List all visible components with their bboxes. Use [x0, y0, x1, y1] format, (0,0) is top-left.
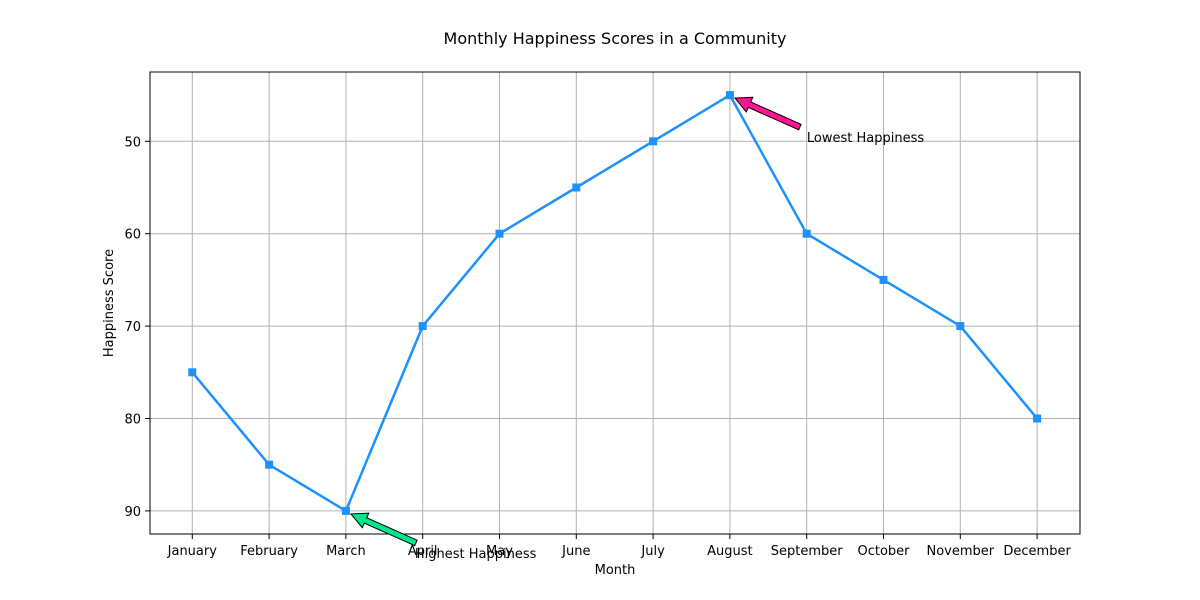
y-axis: 50 60 70 80 90: [124, 135, 150, 520]
x-tick-label-september: September: [771, 544, 844, 559]
x-tick-label-july: July: [640, 544, 665, 559]
data-point-april: [418, 322, 427, 331]
data-point-october: [879, 275, 888, 284]
data-point-may: [495, 229, 504, 238]
chart-title: Monthly Happiness Scores in a Community: [444, 29, 787, 48]
x-tick-label-august: August: [707, 544, 753, 559]
x-axis-label: Month: [595, 563, 636, 578]
x-tick-label-february: February: [240, 544, 298, 559]
plot-frame: [149, 71, 1081, 535]
y-tick-label-80: 80: [124, 413, 141, 428]
x-tick-label-october: October: [857, 544, 910, 559]
annotations-layer: Highest Happiness Lowest Happiness: [349, 96, 924, 562]
annotation-arrow-highest-happiness: [349, 512, 418, 547]
y-tick-label-60: 60: [124, 228, 141, 243]
annotation-lowest-happiness: Lowest Happiness: [807, 131, 924, 146]
data-point-january: [188, 368, 197, 377]
data-point-july: [649, 137, 658, 146]
annotation-highest-happiness: Highest Happiness: [415, 547, 537, 562]
x-tick-label-june: June: [561, 544, 590, 559]
x-tick-label-december: December: [1003, 544, 1071, 559]
annotation-arrow-lowest-happiness: [733, 96, 802, 131]
y-axis-label: Happiness Score: [102, 249, 117, 357]
x-tick-label-may: May: [486, 544, 513, 559]
data-point-december: [1033, 414, 1042, 423]
series-layer: [188, 91, 1042, 515]
x-tick-label-january: January: [167, 544, 218, 559]
data-point-february: [265, 460, 274, 469]
grid-lines: [150, 72, 1080, 534]
y-tick-label-70: 70: [124, 320, 141, 335]
y-tick-label-90: 90: [124, 505, 141, 520]
series-line: [191, 93, 1039, 513]
x-axis: January February March April May June July Augu…: [167, 534, 1071, 559]
data-point-november: [956, 322, 965, 331]
y-tick-label-50: 50: [124, 135, 141, 150]
data-point-june: [572, 183, 581, 192]
data-point-march: [341, 506, 350, 515]
x-tick-label-april: April: [408, 544, 438, 559]
data-point-august: [725, 91, 734, 100]
x-tick-label-march: March: [326, 544, 366, 559]
x-tick-label-november: November: [926, 544, 994, 559]
data-point-september: [802, 229, 811, 238]
